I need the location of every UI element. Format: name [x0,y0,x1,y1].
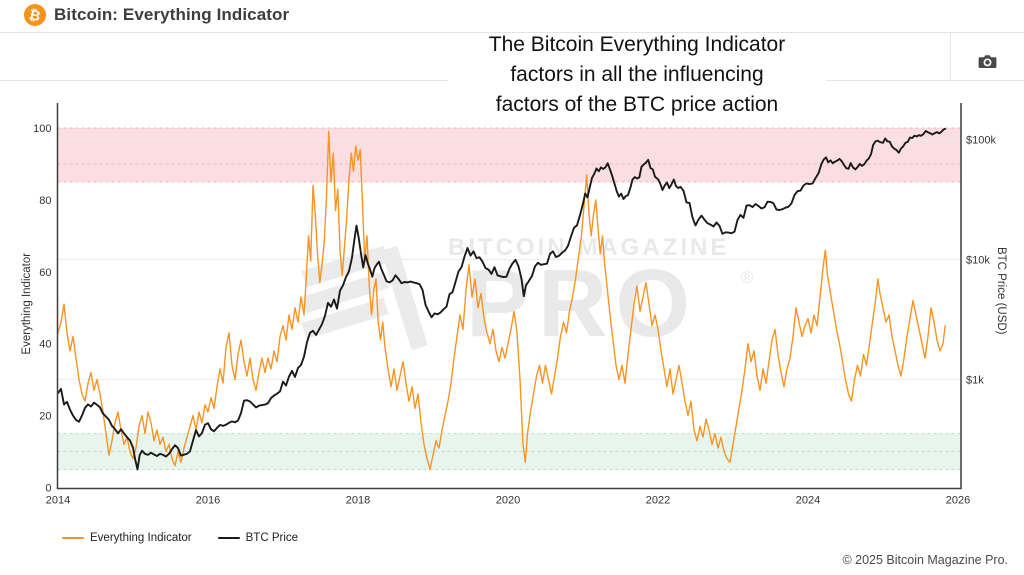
svg-text:80: 80 [39,195,51,207]
bitcoin-logo-icon: ₿ [24,4,46,26]
svg-text:2016: 2016 [196,495,220,507]
legend: Everything Indicator BTC Price [62,532,298,544]
legend-label-everything-indicator: Everything Indicator [90,532,192,544]
svg-text:2022: 2022 [646,495,670,507]
svg-text:2014: 2014 [46,495,70,507]
legend-swatch-btc-price [217,537,240,539]
copyright: © 2025 Bitcoin Magazine Pro. [842,553,1008,567]
svg-text:60: 60 [39,267,51,279]
series-btc-price [57,127,947,471]
chart-subtitle-line: factors in all the influencing [510,63,764,86]
svg-text:20: 20 [39,411,51,423]
legend-item-everything-indicator[interactable]: Everything Indicator [62,532,192,544]
watermark-pro-text: PRO [466,250,699,357]
screenshot-button[interactable] [966,48,1008,74]
series-everything-indicator [57,130,946,471]
right-axis-title: BTC Price (USD) [995,247,1007,335]
legend-swatch-everything-indicator [62,537,84,539]
overvalued-zone [57,128,961,182]
header: ₿ Bitcoin: Everything Indicator [0,0,1024,33]
svg-text:$10k: $10k [966,255,990,267]
legend-label-btc-price: BTC Price [245,532,299,544]
svg-text:$100k: $100k [966,135,996,147]
watermark: BITCOIN MAGAZINE PRO ® [301,234,753,358]
svg-text:2024: 2024 [796,495,820,507]
camera-icon [978,54,996,68]
watermark-brand-text: BITCOIN MAGAZINE [448,234,730,261]
svg-text:2026: 2026 [946,495,970,507]
chart-subtitle-line: factors of the BTC price action [495,93,779,116]
svg-text:2020: 2020 [496,495,520,507]
legend-item-btc-price[interactable]: BTC Price [217,532,299,544]
svg-text:$1k: $1k [966,375,984,387]
page-title: Bitcoin: Everything Indicator [54,5,290,24]
toolbar-divider [950,32,951,80]
chart-subtitle-line: The Bitcoin Everything Indicator [488,33,786,56]
left-axis-title: Everything Indicator [21,253,33,355]
chart-subtitle: The Bitcoin Everything Indicator factors… [448,30,826,120]
svg-text:0: 0 [45,483,51,495]
svg-text:100: 100 [33,123,51,135]
svg-text:2018: 2018 [346,495,370,507]
svg-text:40: 40 [39,339,51,351]
registered-trademark-symbol: ® [740,268,754,287]
